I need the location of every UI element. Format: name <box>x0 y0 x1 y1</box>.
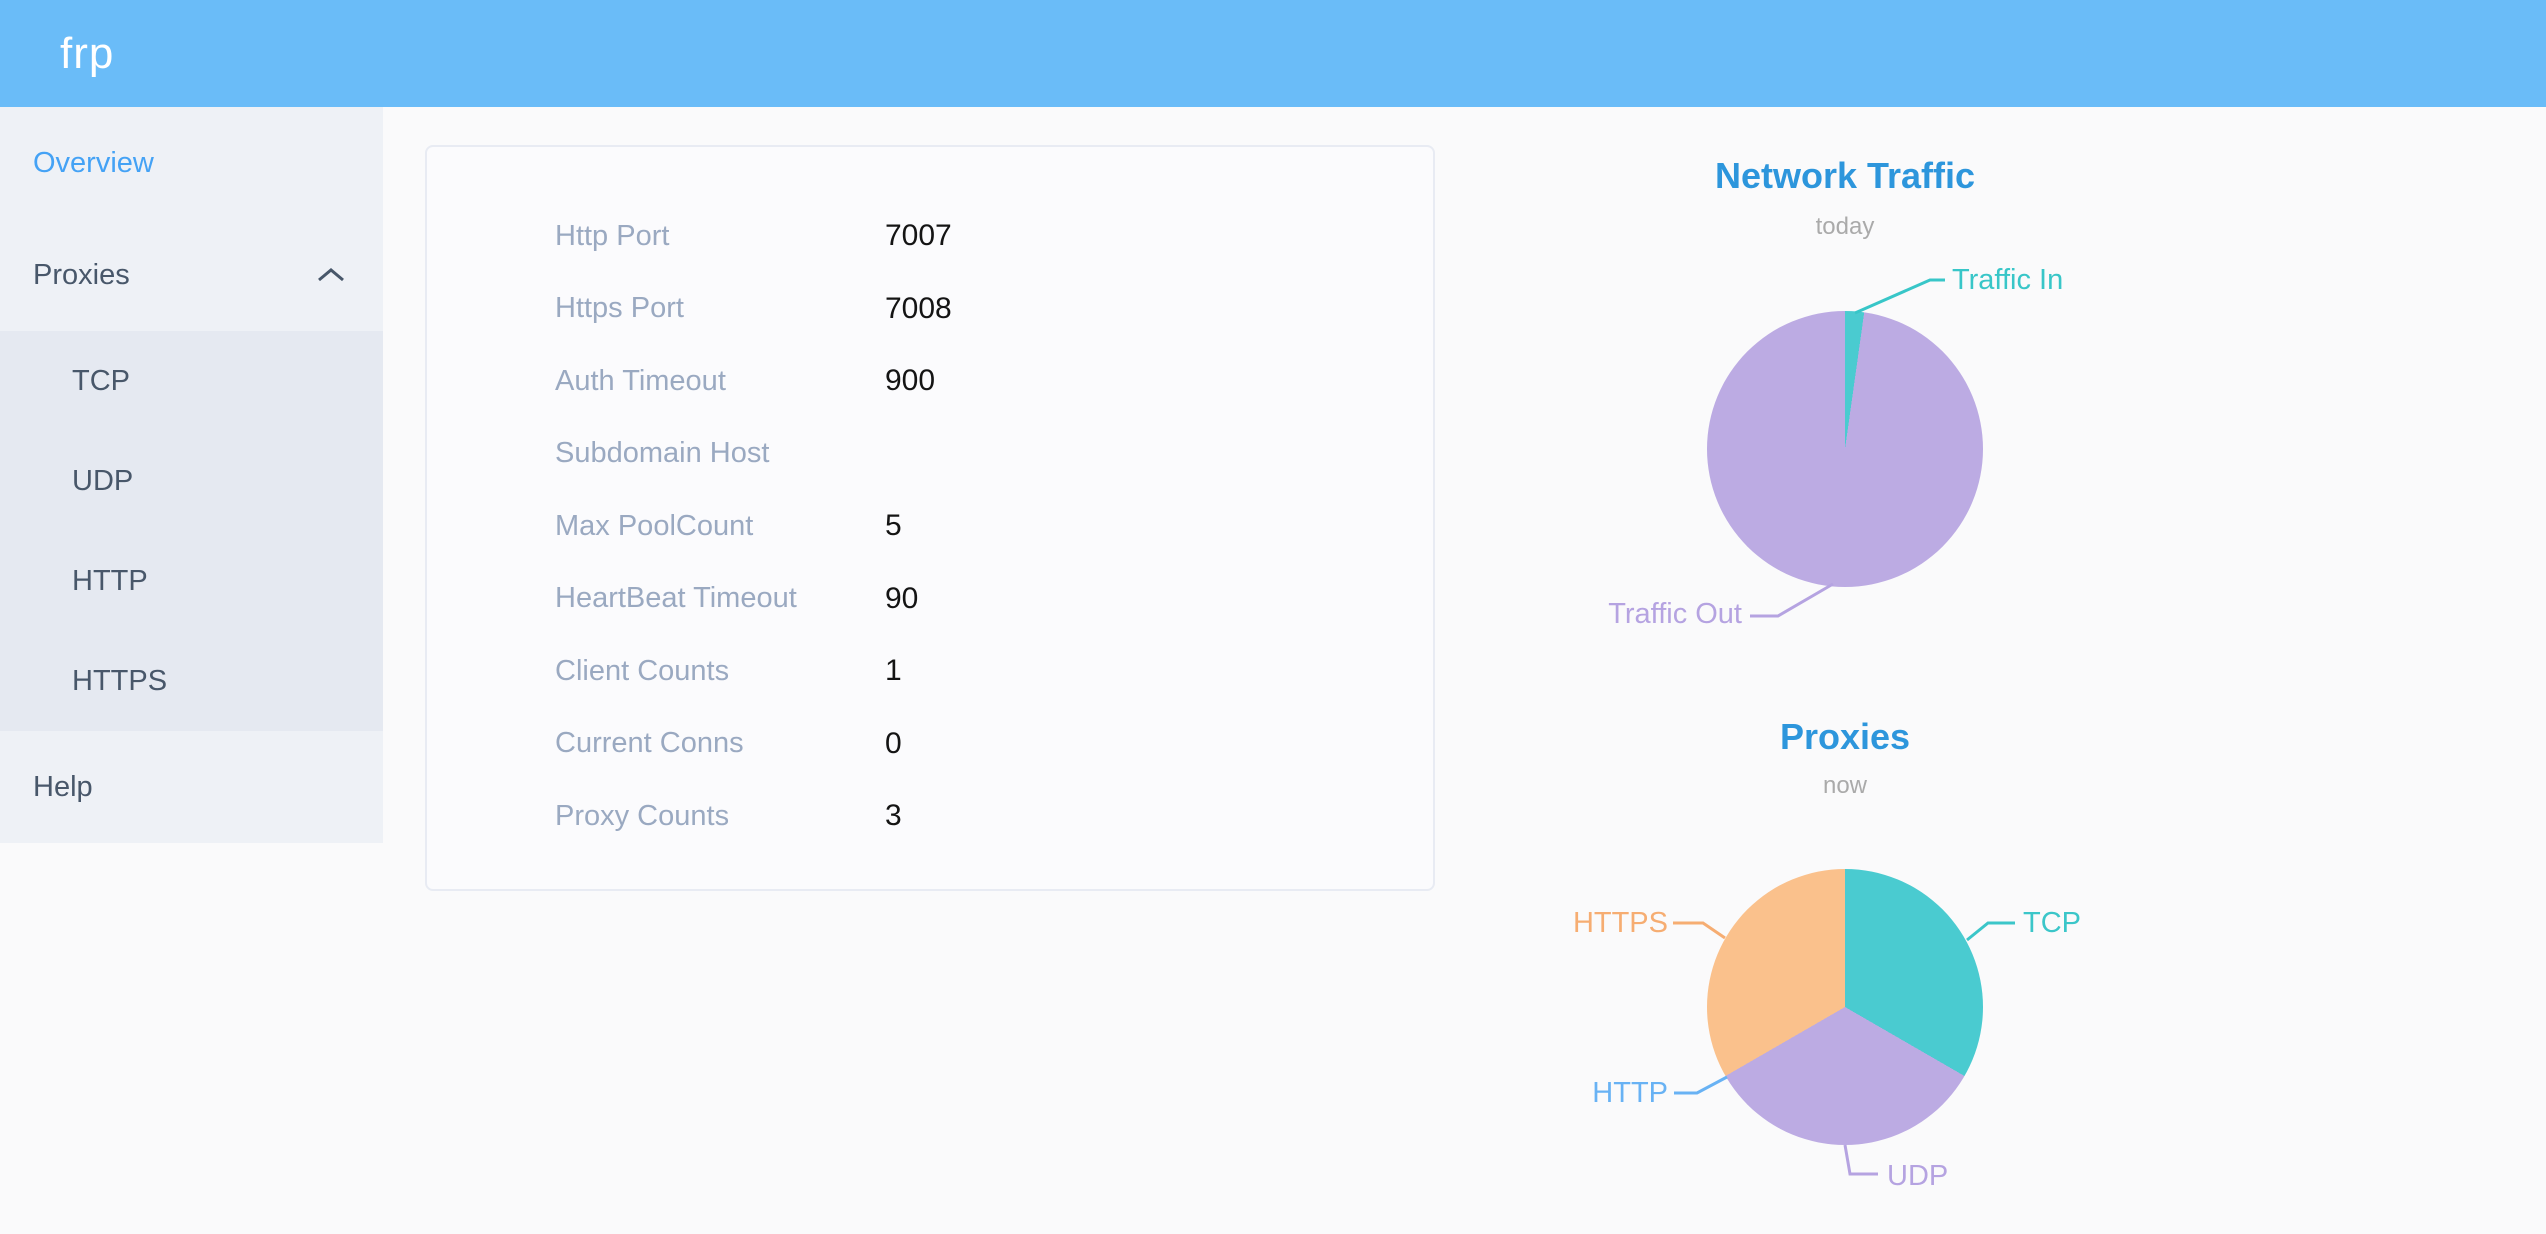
sidebar-item-label: TCP <box>72 364 130 397</box>
info-row: Https Port 7008 <box>427 273 1433 346</box>
sidebar-item-label: HTTP <box>72 564 148 597</box>
info-row-label: HeartBeat Timeout <box>555 582 797 615</box>
network-traffic-subtitle: today <box>1815 213 1875 240</box>
network-traffic-pie[interactable] <box>1707 311 1983 587</box>
info-row: Subdomain Host <box>427 418 1433 491</box>
info-row: Http Port 7007 <box>427 200 1433 273</box>
pie-label-traffic-in: Traffic In <box>1952 264 2064 296</box>
leader-traffic-out <box>1750 582 1834 618</box>
sidebar-item-help[interactable]: Help <box>0 731 383 843</box>
leader-http <box>1674 1075 1728 1095</box>
info-row-value: 5 <box>885 509 902 543</box>
pie-label-tcp: TCP <box>2023 907 2081 939</box>
info-row-value: 7008 <box>885 291 952 325</box>
app-header: frp <box>0 0 2546 107</box>
info-row: Auth Timeout 900 <box>427 345 1433 418</box>
sidebar-item-udp[interactable]: UDP <box>0 431 383 531</box>
info-row: HeartBeat Timeout 90 <box>427 563 1433 636</box>
pie-label-https: HTTPS <box>1572 907 1668 939</box>
info-row-label: Http Port <box>555 219 670 252</box>
info-row: Current Conns 0 <box>427 708 1433 781</box>
pie-label-http: HTTP <box>1592 1077 1668 1109</box>
server-info-card: Http Port 7007 Https Port 7008 Auth Time… <box>425 145 1435 891</box>
proxies-submenu: TCP UDP HTTP HTTPS <box>0 331 383 731</box>
info-row-label: Proxy Counts <box>555 799 730 832</box>
info-row-label: Client Counts <box>555 654 730 687</box>
sidebar-item-label: Help <box>33 770 93 803</box>
sidebar-item-https[interactable]: HTTPS <box>0 631 383 731</box>
pie-label-udp: UDP <box>1887 1160 1949 1192</box>
info-row-value: 7007 <box>885 219 952 253</box>
leader-traffic-in <box>1854 278 1945 315</box>
info-row-value: 90 <box>885 581 919 615</box>
sidebar-item-proxies[interactable]: Proxies <box>0 219 383 331</box>
info-row-value: 1 <box>885 654 902 688</box>
info-row-label: Current Conns <box>555 727 744 760</box>
sidebar-item-tcp[interactable]: TCP <box>0 331 383 431</box>
info-row-label: Auth Timeout <box>555 364 726 397</box>
sidebar: Overview Proxies TCP UDP HTTP HTTPS Help <box>0 107 383 843</box>
info-row-label: Subdomain Host <box>555 437 770 470</box>
sidebar-item-label: UDP <box>72 464 134 497</box>
info-row-value: 900 <box>885 364 936 398</box>
leader-https <box>1673 921 1726 940</box>
network-traffic-title: Network Traffic <box>1714 155 1976 196</box>
proxies-chart-title: Proxies <box>1779 716 1911 757</box>
info-row: Client Counts 1 <box>427 635 1433 708</box>
info-row-value: 3 <box>885 799 902 833</box>
info-row: Max PoolCount 5 <box>427 490 1433 563</box>
proxies-pie[interactable] <box>1707 869 1983 1145</box>
chevron-up-icon[interactable] <box>316 266 346 284</box>
sidebar-item-label: Proxies <box>33 258 130 291</box>
sidebar-item-http[interactable]: HTTP <box>0 531 383 631</box>
info-row-label: Max PoolCount <box>555 509 754 542</box>
leader-udp <box>1843 1144 1878 1176</box>
info-row-value: 0 <box>885 726 902 760</box>
pie-label-traffic-out: Traffic Out <box>1608 598 1742 630</box>
sidebar-item-label: Overview <box>33 146 154 179</box>
sidebar-item-overview[interactable]: Overview <box>0 107 383 219</box>
proxies-chart-subtitle: now <box>1822 772 1868 799</box>
info-row-label: Https Port <box>555 292 684 325</box>
leader-tcp <box>1966 921 2015 942</box>
app-logo: frp <box>60 28 115 78</box>
sidebar-item-label: HTTPS <box>72 664 168 697</box>
info-row: Proxy Counts 3 <box>427 780 1433 853</box>
